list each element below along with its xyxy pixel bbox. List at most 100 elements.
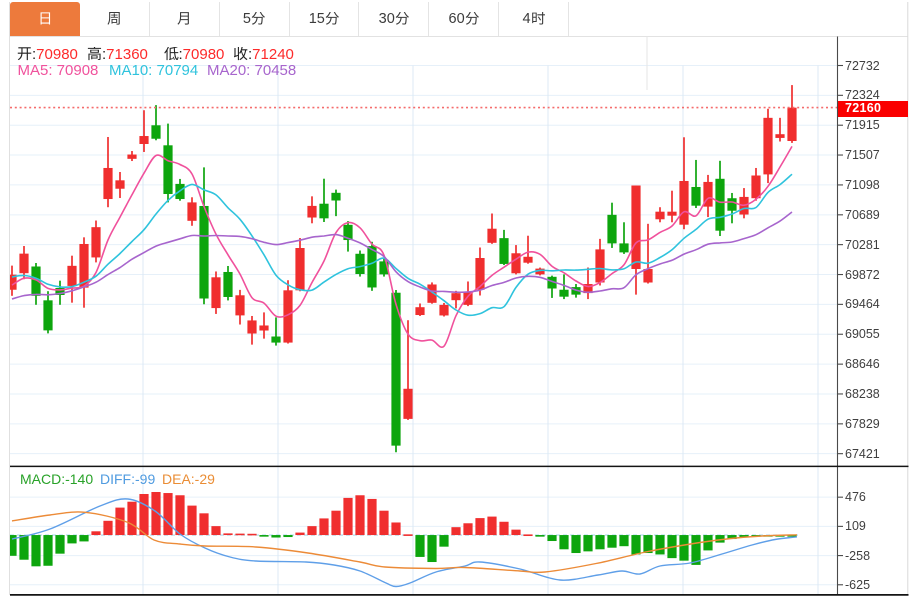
candle-body (487, 228, 497, 243)
macd-bar (175, 495, 185, 536)
ma-legend-ma20: MA20: 70458 (207, 62, 297, 79)
candle-body (259, 325, 269, 331)
candle-body (631, 185, 641, 269)
tab-month[interactable] (149, 2, 220, 36)
cjk-glyph (233, 46, 248, 60)
macd-bar (343, 497, 353, 536)
candle-body (379, 261, 389, 275)
ohlc-label: : (163, 46, 183, 63)
ohlc-label: : (17, 46, 36, 63)
candle-body (79, 243, 89, 288)
price-tick-label: 70689 (845, 207, 880, 222)
macd-bar (787, 535, 797, 537)
gridlines (10, 65, 837, 594)
macd-bar (451, 527, 461, 536)
ohlc-value: 70980 (182, 45, 225, 63)
cjk-glyph (107, 11, 120, 25)
candle (583, 267, 593, 300)
macd-bar (283, 535, 293, 538)
candle-body (415, 307, 425, 316)
tab-60min[interactable]: 60 (429, 2, 500, 36)
macd-bar (523, 534, 533, 537)
candle-body (559, 289, 569, 297)
candle (547, 275, 557, 298)
macd-bar (487, 516, 497, 536)
macd-bar (499, 521, 509, 536)
macd-bar (247, 533, 257, 536)
candle-body (439, 304, 449, 316)
candle (451, 290, 461, 309)
candle-body (331, 192, 341, 201)
candle (403, 320, 413, 420)
macd-bar (559, 535, 569, 550)
macd-bar (295, 532, 305, 536)
macd-bar (547, 535, 557, 542)
macd-bar (211, 526, 221, 536)
macd-bar (19, 535, 29, 560)
cjk-glyph (163, 46, 179, 60)
candle (619, 222, 629, 254)
candle (535, 267, 545, 276)
candle (247, 315, 257, 345)
tab-30min[interactable]: 30 (359, 2, 430, 36)
candle (763, 108, 773, 184)
candle (487, 213, 497, 244)
macd-bar (151, 492, 161, 536)
tab-5min[interactable]: 5 (219, 2, 290, 36)
candle-body (103, 167, 113, 200)
macd-bar (355, 495, 365, 536)
macd-bar (427, 535, 437, 563)
axis-ticks (837, 64, 843, 586)
cjk-glyph (465, 11, 479, 25)
candle-body (607, 214, 617, 244)
tab-4hour[interactable]: 4 (499, 2, 570, 36)
macd-bar (10, 535, 17, 556)
current-price-flag: 72160 (838, 101, 908, 117)
candle (775, 117, 785, 142)
candle-body (19, 253, 29, 274)
candle-body (463, 292, 473, 305)
candle-body (787, 107, 797, 142)
macd-bar (679, 535, 689, 561)
candle (175, 178, 185, 201)
candle (667, 190, 677, 223)
candle-body (391, 292, 401, 446)
macd-bar (67, 535, 77, 544)
ma20-line (11, 211, 793, 300)
ohlc-item-open: :70980 (17, 46, 78, 63)
ma5-line (11, 146, 793, 348)
cjk-glyph (251, 11, 265, 25)
tab-day[interactable] (10, 2, 80, 36)
candle-body (223, 271, 233, 297)
macd-bar (463, 523, 473, 536)
candle (439, 302, 449, 317)
candle-body (283, 290, 293, 343)
macd-bar (103, 520, 113, 536)
candle-body (10, 274, 17, 290)
macd-bar (739, 535, 749, 538)
cjk-glyph (17, 46, 32, 60)
candle-body (307, 205, 317, 218)
macd-legend-dea: DEA:-29 (162, 471, 215, 487)
ma-legend-ma5: MA5: 70908 (17, 62, 99, 79)
panel-frame (9, 2, 909, 596)
cjk-glyph (40, 12, 50, 25)
candle (283, 280, 293, 344)
macd-legend-diff: DIFF:-99 (100, 471, 156, 487)
macd-bar (715, 535, 725, 543)
ohlc-value: 71240 (252, 45, 294, 63)
candle-body (751, 175, 761, 199)
candle-body (211, 277, 221, 309)
ohlc-item-high: :71360 (87, 46, 148, 63)
tab-week[interactable] (79, 2, 150, 36)
candle-body (355, 253, 365, 275)
macd-bar (415, 535, 425, 557)
candle-body (535, 268, 545, 275)
candle-body (139, 136, 149, 144)
candle (415, 303, 425, 316)
macd-bar (727, 535, 737, 540)
macd-bar (583, 535, 593, 552)
tab-15min[interactable]: 15 (289, 2, 360, 36)
